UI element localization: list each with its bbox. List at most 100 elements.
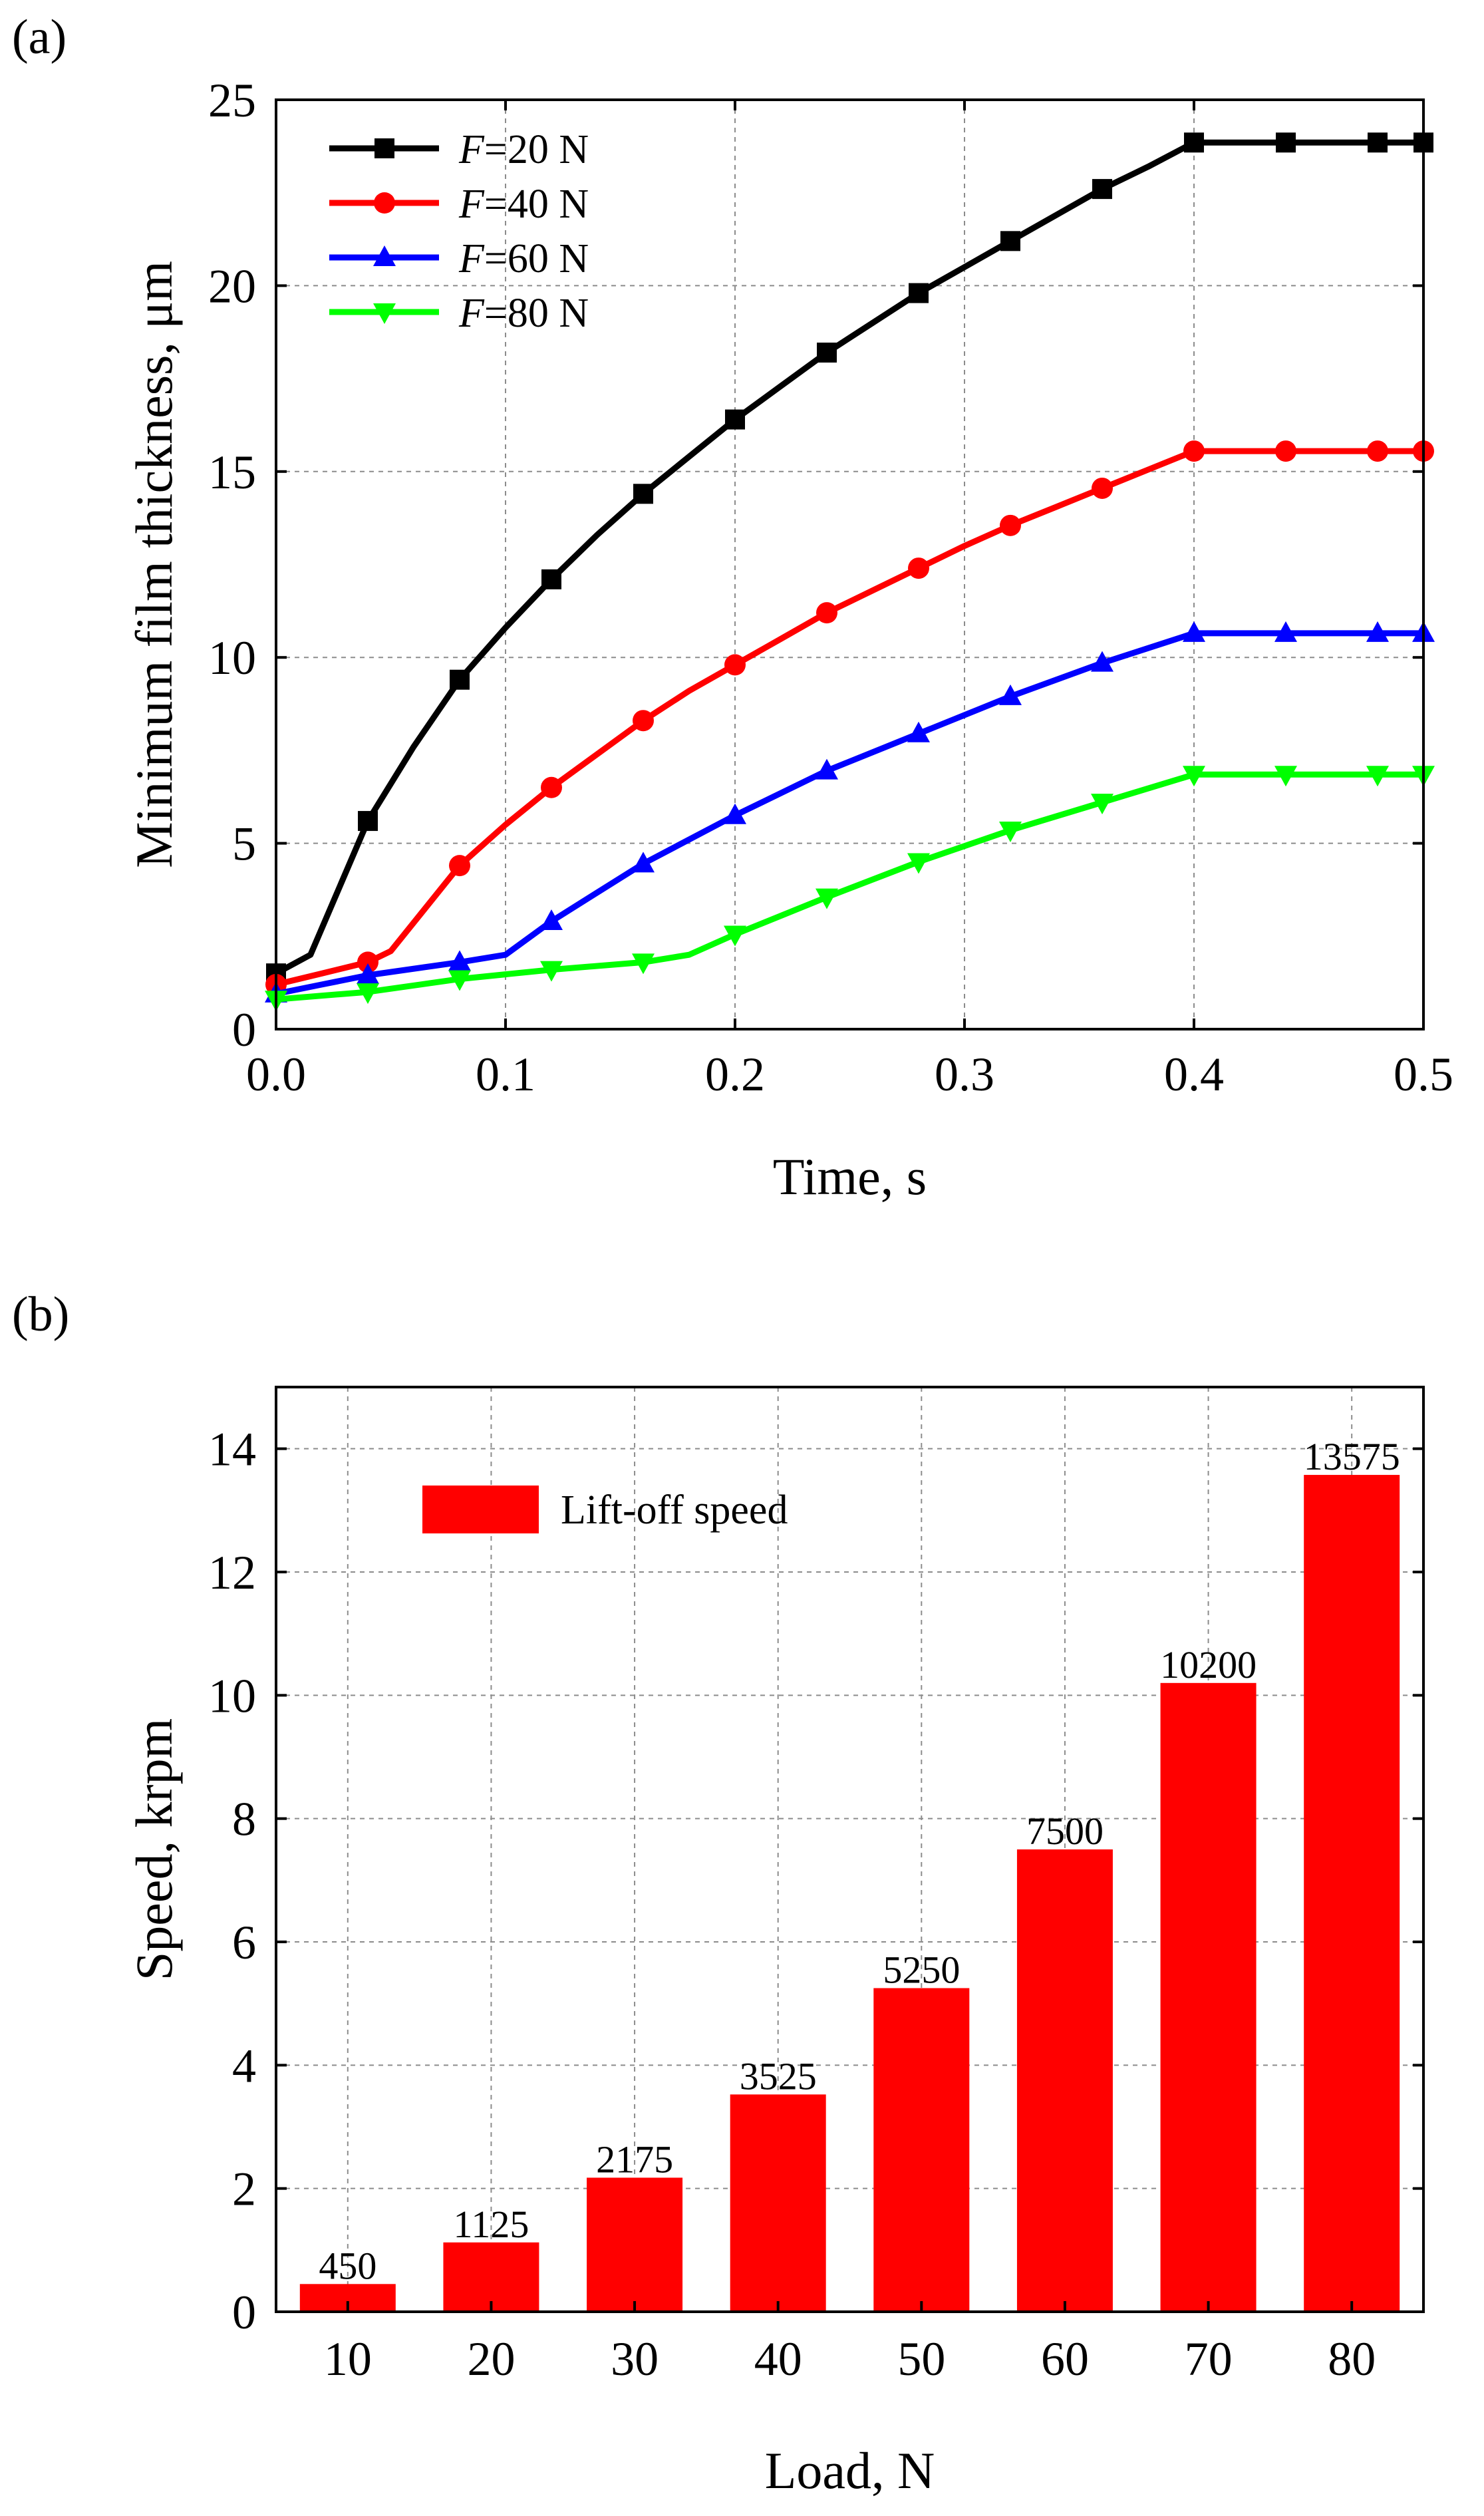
data-point (541, 776, 562, 798)
legend-label: F=80 N (458, 291, 589, 336)
data-point (816, 602, 837, 624)
data-point (907, 721, 930, 742)
data-point (357, 983, 379, 1005)
series-line (273, 448, 1427, 988)
data-point (1091, 651, 1113, 672)
data-point (358, 811, 378, 832)
data-point (448, 970, 471, 991)
panel-b-label: (b) (12, 1287, 69, 1342)
y-tick-label: 0 (232, 1003, 256, 1056)
bar-value-label: 10200 (1160, 1643, 1257, 1686)
bar-50 (873, 1988, 970, 2312)
bar-value-label: 450 (319, 2244, 376, 2287)
y-tick-label: 6 (232, 1916, 256, 1969)
legend-label: F=60 N (458, 236, 589, 281)
data-point (817, 342, 837, 363)
legend-marker (373, 303, 396, 324)
data-point (1184, 132, 1204, 153)
legend-marker (374, 192, 395, 214)
legend-marker (374, 138, 394, 158)
bar-60 (1016, 1849, 1113, 2312)
bar-value-label: 5250 (883, 1949, 960, 1992)
data-point (541, 569, 561, 589)
legend-label-value: =60 N (484, 236, 589, 281)
bar-40 (730, 2094, 826, 2312)
data-point (1366, 766, 1389, 787)
legend-label-value: =40 N (484, 182, 589, 227)
y-axis-title: Minimum film thickness, μm (125, 261, 183, 868)
data-point (448, 950, 471, 971)
series-40N (265, 440, 1434, 995)
legend-label: F=40 N (458, 182, 589, 227)
bar-30 (587, 2177, 683, 2312)
data-point (632, 852, 655, 873)
data-point (1368, 132, 1388, 153)
legend-label-value: =20 N (484, 127, 589, 172)
legend-label-variable: F (458, 182, 485, 227)
y-tick-label: 12 (208, 1546, 256, 1599)
legend-swatch (422, 1486, 539, 1533)
data-point (357, 951, 378, 973)
legend-label-variable: F (458, 127, 485, 172)
data-point (633, 710, 654, 732)
data-point (632, 953, 655, 975)
data-point (540, 909, 563, 930)
data-point (725, 409, 745, 430)
plot-frame (275, 98, 1425, 1030)
x-axis-title: Load, N (765, 2441, 935, 2499)
y-tick-label: 0 (232, 2286, 256, 2339)
data-point (999, 822, 1022, 843)
bar-value-label: 7500 (1026, 1809, 1104, 1853)
data-point (540, 961, 563, 982)
x-tick-label: 20 (467, 2332, 515, 2386)
bar-20 (443, 2242, 539, 2312)
legend-label-value: =80 N (484, 291, 589, 336)
data-point (1274, 621, 1297, 642)
data-point (1274, 766, 1297, 787)
data-point (1275, 440, 1296, 462)
data-point (1092, 179, 1112, 200)
data-point (1092, 477, 1113, 499)
x-tick-label: 60 (1041, 2332, 1089, 2386)
data-point (1183, 440, 1205, 462)
data-point (999, 684, 1022, 705)
x-tick-label: 70 (1185, 2332, 1233, 2386)
x-tick-label: 10 (324, 2332, 372, 2386)
y-tick-label: 10 (208, 1669, 256, 1722)
series-80N (265, 766, 1435, 1012)
plot-frame (275, 1386, 1425, 2313)
x-tick-label: 40 (754, 2332, 802, 2386)
legend: F=20 NF=40 NF=60 NF=80 N (329, 127, 589, 336)
series-60N (265, 621, 1435, 1003)
legend-marker (373, 245, 396, 266)
y-tick-label: 2 (232, 2163, 256, 2216)
legend-label: Lift-off speed (561, 1488, 788, 1533)
data-point (908, 557, 929, 579)
data-point (907, 853, 930, 874)
data-point (724, 925, 746, 947)
data-point (1000, 514, 1021, 536)
data-point (1366, 621, 1389, 642)
x-tick-label: 0.2 (705, 1048, 765, 1101)
data-point (357, 963, 379, 984)
data-point (816, 758, 838, 780)
legend: Lift-off speed (422, 1486, 788, 1533)
data-point (909, 283, 929, 303)
bar-70 (1160, 1682, 1257, 2312)
legend-label-variable: F (458, 236, 485, 281)
data-point (724, 803, 746, 824)
x-tick-label: 0.4 (1164, 1048, 1224, 1101)
data-point (1367, 440, 1388, 462)
legend-label: F=20 N (458, 127, 589, 172)
y-tick-label: 20 (208, 259, 256, 313)
x-axis-title: Time, s (773, 1148, 927, 1205)
y-tick-label: 5 (232, 818, 256, 871)
y-tick-label: 15 (208, 446, 256, 499)
x-tick-label: 30 (611, 2332, 659, 2386)
series-20N (266, 132, 1433, 984)
x-tick-label: 0.1 (476, 1048, 535, 1101)
series-line (273, 139, 1427, 977)
